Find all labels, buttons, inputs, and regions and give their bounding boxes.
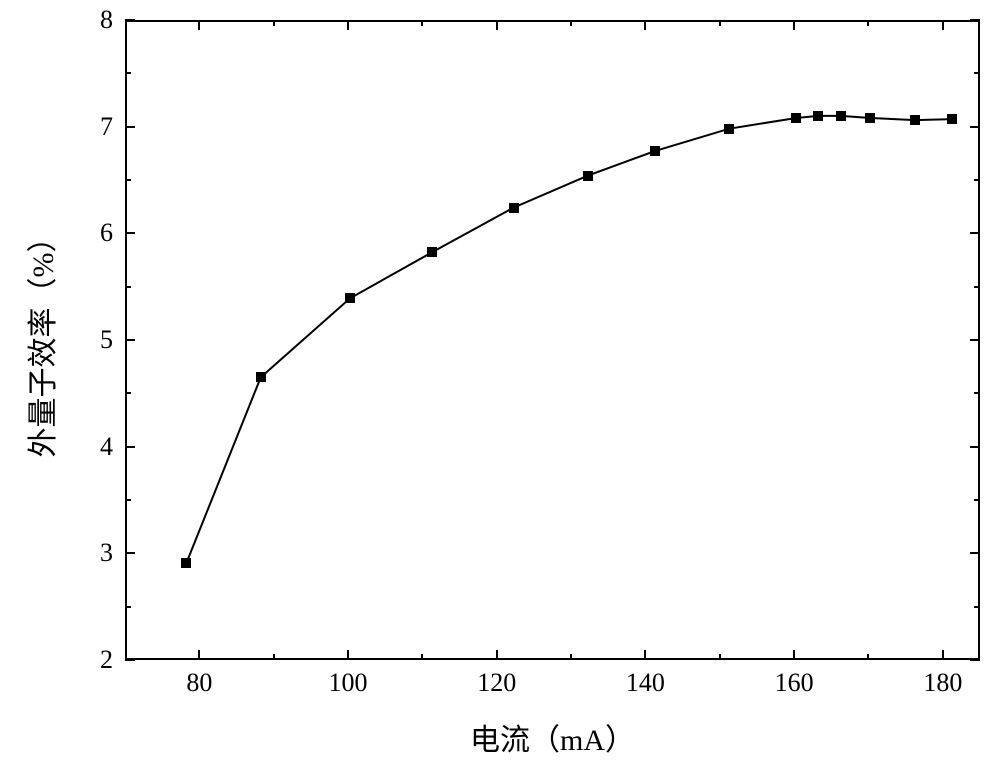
x-tick-top bbox=[198, 20, 200, 30]
y-minor-tick bbox=[125, 286, 131, 288]
x-tick-label: 140 bbox=[626, 668, 665, 698]
y-tick bbox=[125, 339, 135, 341]
x-minor-tick-top bbox=[421, 20, 423, 26]
y-minor-tick bbox=[125, 179, 131, 181]
y-minor-tick-right bbox=[974, 72, 980, 74]
y-minor-tick-right bbox=[974, 606, 980, 608]
x-minor-tick-top bbox=[867, 20, 869, 26]
data-marker bbox=[509, 203, 519, 213]
data-marker bbox=[947, 114, 957, 124]
y-tick-label: 5 bbox=[100, 325, 113, 355]
y-minor-tick-right bbox=[974, 286, 980, 288]
data-marker bbox=[181, 558, 191, 568]
y-tick-right bbox=[970, 126, 980, 128]
x-tick-label: 100 bbox=[329, 668, 368, 698]
data-marker bbox=[910, 115, 920, 125]
data-line bbox=[127, 22, 982, 662]
data-marker bbox=[650, 146, 660, 156]
x-tick-top bbox=[496, 20, 498, 30]
x-minor-tick bbox=[570, 654, 572, 660]
x-tick-label: 120 bbox=[477, 668, 516, 698]
x-minor-tick bbox=[421, 654, 423, 660]
y-tick-right bbox=[970, 19, 980, 21]
x-tick bbox=[496, 650, 498, 660]
x-minor-tick bbox=[867, 654, 869, 660]
y-minor-tick bbox=[125, 606, 131, 608]
x-minor-tick-top bbox=[273, 20, 275, 26]
y-tick-label: 8 bbox=[100, 5, 113, 35]
x-tick-label: 180 bbox=[923, 668, 962, 698]
x-axis-label: 电流（mA） bbox=[470, 715, 635, 759]
x-tick-top bbox=[347, 20, 349, 30]
x-tick-top bbox=[793, 20, 795, 30]
y-tick bbox=[125, 446, 135, 448]
data-marker bbox=[865, 113, 875, 123]
y-minor-tick-right bbox=[974, 499, 980, 501]
data-marker bbox=[724, 124, 734, 134]
x-tick-top bbox=[942, 20, 944, 30]
x-tick bbox=[198, 650, 200, 660]
data-marker bbox=[583, 171, 593, 181]
data-marker bbox=[345, 293, 355, 303]
x-tick bbox=[347, 650, 349, 660]
y-minor-tick-right bbox=[974, 179, 980, 181]
figure: 电流（mA） 外量子效率（%） 80 100 120 140 160 180 2 3 4 5 6 7 8 bbox=[0, 0, 1000, 770]
y-tick-right bbox=[970, 659, 980, 661]
y-tick-label: 7 bbox=[100, 112, 113, 142]
x-tick-top bbox=[644, 20, 646, 30]
x-tick bbox=[793, 650, 795, 660]
x-tick bbox=[644, 650, 646, 660]
y-minor-tick bbox=[125, 499, 131, 501]
y-axis-label: 外量子效率（%） bbox=[18, 223, 62, 458]
data-marker bbox=[427, 247, 437, 257]
data-marker bbox=[256, 372, 266, 382]
y-tick-label: 2 bbox=[100, 645, 113, 675]
plot-area bbox=[125, 20, 980, 660]
x-tick-label: 160 bbox=[775, 668, 814, 698]
y-minor-tick-right bbox=[974, 392, 980, 394]
x-minor-tick bbox=[273, 654, 275, 660]
x-minor-tick-top bbox=[570, 20, 572, 26]
y-tick-right bbox=[970, 446, 980, 448]
y-minor-tick bbox=[125, 72, 131, 74]
y-tick-label: 3 bbox=[100, 538, 113, 568]
data-marker bbox=[836, 111, 846, 121]
y-tick-label: 4 bbox=[100, 432, 113, 462]
x-minor-tick-top bbox=[719, 20, 721, 26]
x-tick-label: 80 bbox=[186, 668, 212, 698]
y-tick-right bbox=[970, 232, 980, 234]
data-marker bbox=[791, 113, 801, 123]
x-tick bbox=[942, 650, 944, 660]
y-tick-label: 6 bbox=[100, 218, 113, 248]
data-marker bbox=[813, 111, 823, 121]
y-tick bbox=[125, 659, 135, 661]
y-tick bbox=[125, 232, 135, 234]
y-tick bbox=[125, 126, 135, 128]
y-minor-tick bbox=[125, 392, 131, 394]
y-tick-right bbox=[970, 339, 980, 341]
y-tick bbox=[125, 19, 135, 21]
y-tick bbox=[125, 552, 135, 554]
x-minor-tick bbox=[719, 654, 721, 660]
y-tick-right bbox=[970, 552, 980, 554]
